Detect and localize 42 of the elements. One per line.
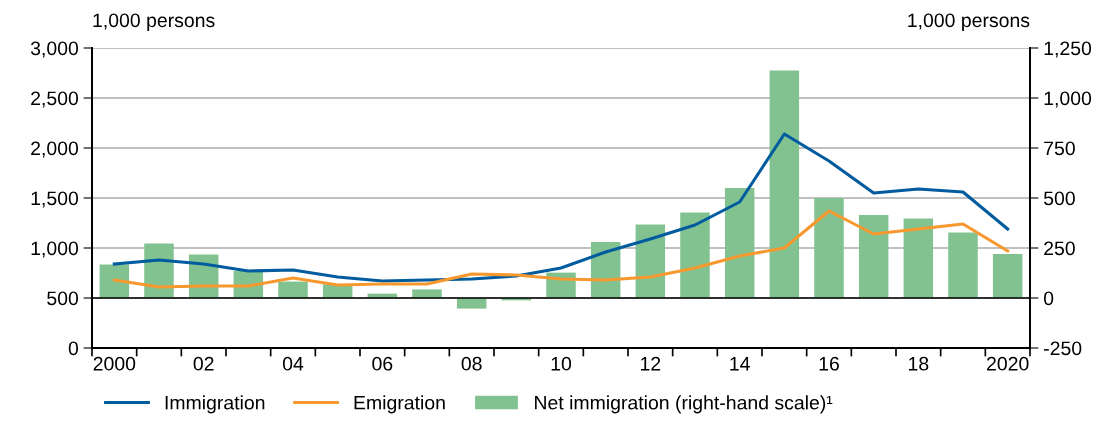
line-series: [112, 209, 1010, 289]
y2-tick-label: 750: [1044, 141, 1075, 156]
bar: [814, 198, 844, 298]
y-tick-label: 1,000: [31, 241, 79, 258]
y2-axis-title: 1,000 persons: [908, 13, 1030, 32]
y-tick-label: 2,500: [31, 91, 79, 108]
bar: [724, 188, 755, 298]
y-tick-label: 1,500: [31, 191, 79, 208]
bar: [858, 215, 889, 298]
bar: [948, 232, 978, 298]
y-tick-label: 500: [47, 291, 79, 306]
y-axis-title: 1,000 persons: [93, 13, 215, 32]
x-tick-label: 16: [819, 356, 839, 371]
y2-tick-label: 500: [1043, 191, 1075, 206]
x-tick-label: 14: [730, 357, 750, 371]
line-series: [112, 132, 1010, 283]
y2-tick-label: 1,250: [1044, 41, 1092, 58]
x-tick-label: 10: [551, 356, 572, 371]
y-tick-label: 0: [68, 341, 79, 356]
bar: [992, 254, 1023, 298]
y2-tick-label: -250: [1044, 341, 1082, 356]
bar: [456, 298, 487, 309]
y-tick-label: 2,000: [31, 141, 79, 158]
legend-label: Immigration: [165, 395, 265, 414]
bar: [903, 218, 934, 298]
x-tick-label: 08: [461, 356, 482, 371]
y2-tick-label: 250: [1044, 241, 1075, 256]
x-tick-label: 06: [372, 356, 393, 371]
x-tick-label: 12: [641, 356, 661, 371]
y2-tick-label: 1,000: [1044, 91, 1092, 108]
x-tick-label: 2000: [93, 356, 136, 371]
legend-label: Emigration: [354, 395, 445, 414]
legend-label: Net immigration (right-hand scale)¹: [535, 395, 833, 414]
bar: [278, 281, 308, 298]
bar: [769, 70, 800, 298]
bar: [680, 212, 710, 298]
y-tick-label: 3,000: [30, 41, 79, 58]
x-tick-label: 04: [282, 356, 304, 371]
x-tick-label: 2020: [987, 356, 1029, 371]
y2-tick-label: 0: [1043, 291, 1054, 306]
x-tick-label: 02: [193, 356, 214, 371]
x-tick-label: 18: [909, 356, 929, 371]
